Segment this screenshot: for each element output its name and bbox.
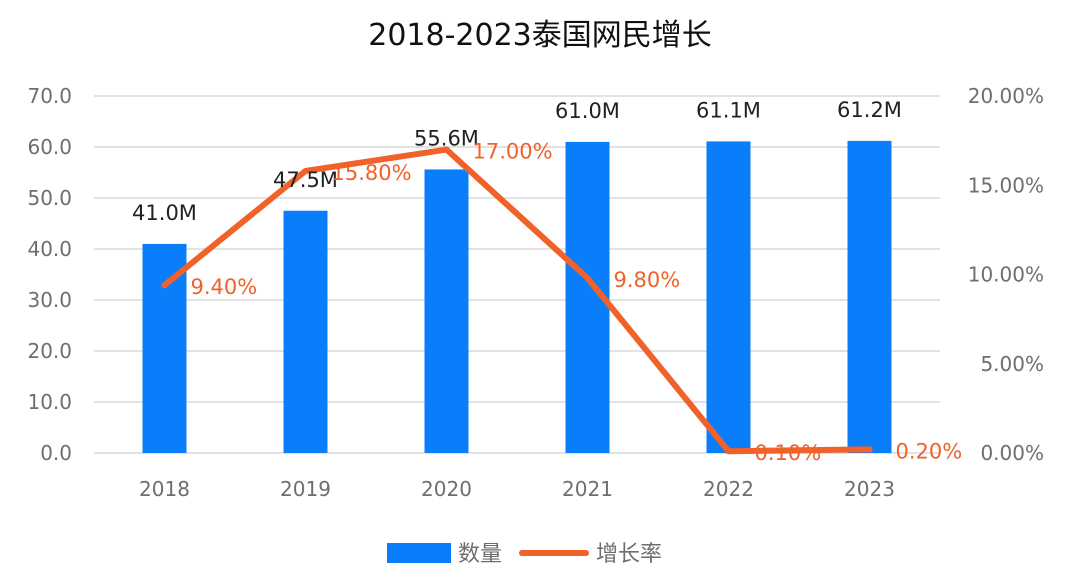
bar-labels: 41.0M 47.5M 55.6M 61.0M 61.1M 61.2M bbox=[132, 98, 902, 225]
x-tick-label: 2020 bbox=[421, 477, 472, 501]
bar-value-label: 61.2M bbox=[837, 98, 902, 122]
x-tick-label: 2022 bbox=[703, 477, 754, 501]
bar-value-label: 55.6M bbox=[414, 126, 479, 150]
left-tick-label: 40.0 bbox=[27, 237, 72, 261]
right-tick-label: 5.00% bbox=[980, 352, 1044, 376]
legend-bar-label: 数量 bbox=[458, 542, 502, 567]
bar-value-label: 61.1M bbox=[696, 98, 761, 122]
right-tick-label: 20.00% bbox=[968, 84, 1044, 108]
growth-point bbox=[584, 275, 591, 282]
bar-value-label: 47.5M bbox=[273, 168, 338, 192]
bar bbox=[424, 169, 469, 453]
rate-value-label: 17.00% bbox=[473, 140, 553, 164]
right-y-axis: 0.00% 5.00% 10.00% 15.00% 20.00% bbox=[968, 84, 1044, 465]
right-tick-label: 10.00% bbox=[968, 263, 1044, 287]
left-y-axis: 0.0 10.0 20.0 30.0 40.0 50.0 60.0 70.0 bbox=[27, 84, 72, 465]
line-series bbox=[161, 146, 873, 455]
bar bbox=[847, 140, 892, 453]
growth-point bbox=[302, 167, 309, 174]
bar-value-label: 41.0M bbox=[132, 201, 197, 225]
x-axis: 2018 2019 2020 2021 2022 2023 bbox=[139, 477, 895, 501]
x-tick-label: 2019 bbox=[280, 477, 331, 501]
rate-value-label: 9.40% bbox=[191, 275, 258, 299]
left-tick-label: 20.0 bbox=[27, 339, 72, 363]
rate-value-label: 0.20% bbox=[896, 439, 963, 463]
growth-point bbox=[161, 282, 168, 289]
legend: 数量 增长率 bbox=[387, 542, 662, 567]
bar bbox=[142, 243, 187, 453]
growth-point bbox=[443, 146, 450, 153]
bar bbox=[706, 141, 751, 453]
left-tick-label: 70.0 bbox=[27, 84, 72, 108]
rate-labels: 9.40% 15.80% 17.00% 9.80% 0.10% 0.20% bbox=[191, 140, 963, 466]
x-tick-label: 2018 bbox=[139, 477, 190, 501]
left-tick-label: 50.0 bbox=[27, 186, 72, 210]
bar bbox=[283, 210, 328, 453]
legend-bar-swatch bbox=[387, 543, 451, 563]
right-tick-label: 0.00% bbox=[980, 441, 1044, 465]
bar-series bbox=[142, 140, 892, 453]
grid-lines bbox=[94, 95, 940, 454]
bar-value-label: 61.0M bbox=[555, 99, 620, 123]
left-tick-label: 60.0 bbox=[27, 135, 72, 159]
x-tick-label: 2023 bbox=[844, 477, 895, 501]
rate-value-label: 0.10% bbox=[755, 441, 822, 465]
rate-value-label: 15.80% bbox=[332, 161, 412, 185]
legend-line-label: 增长率 bbox=[596, 542, 662, 567]
x-tick-label: 2021 bbox=[562, 477, 613, 501]
right-tick-label: 15.00% bbox=[968, 173, 1044, 197]
rate-value-label: 9.80% bbox=[614, 268, 681, 292]
left-tick-label: 0.0 bbox=[40, 441, 72, 465]
left-tick-label: 10.0 bbox=[27, 390, 72, 414]
left-tick-label: 30.0 bbox=[27, 288, 72, 312]
growth-point bbox=[866, 446, 873, 453]
chart-title: 2018-2023泰国网民增长 bbox=[368, 18, 712, 53]
growth-point bbox=[725, 448, 732, 455]
growth-line bbox=[161, 146, 873, 455]
